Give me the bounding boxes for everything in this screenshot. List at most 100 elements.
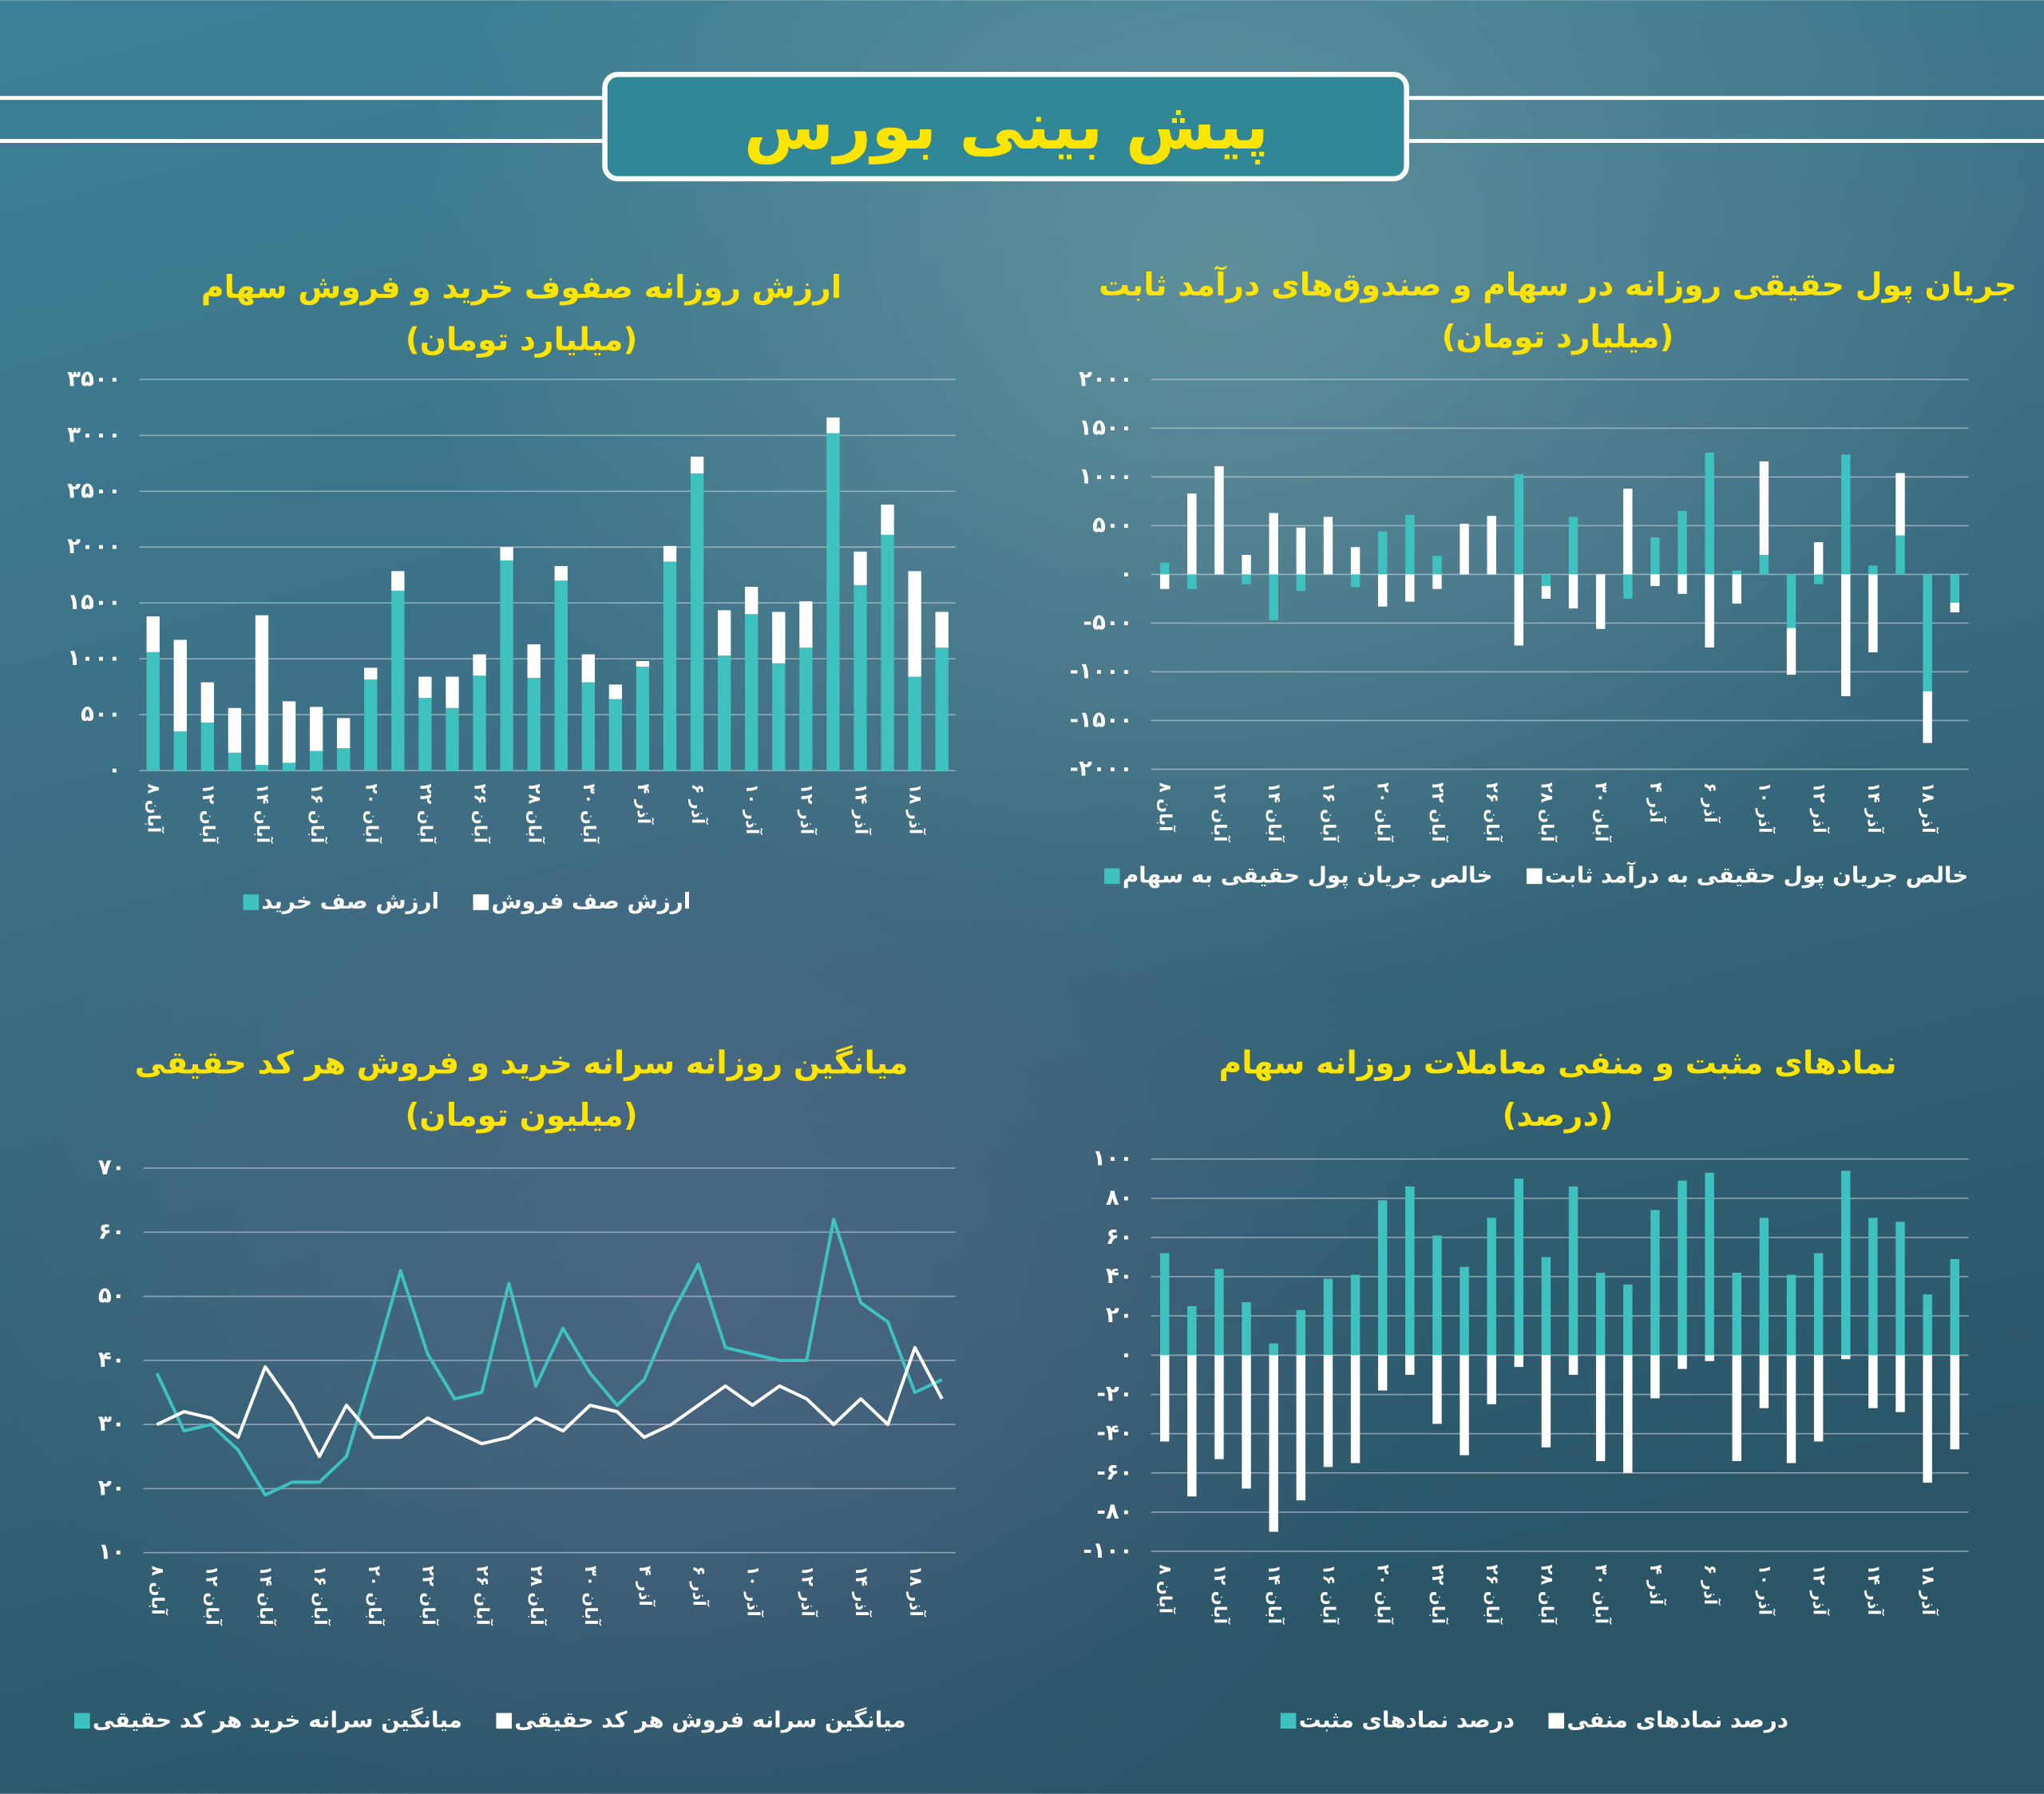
bar (1623, 489, 1633, 575)
bar (1678, 574, 1687, 594)
header-box (602, 72, 1409, 182)
y-tick-label: ۵۰۰ (1092, 511, 1133, 537)
y-tick-label: -۱۵۰۰ (1069, 706, 1132, 732)
bar (608, 684, 623, 699)
legend-swatch (473, 894, 489, 910)
legend-swatch (73, 1713, 90, 1729)
bar (1759, 461, 1769, 556)
bar (1405, 1186, 1415, 1356)
y-tick-label: ۱۵۰۰ (1079, 414, 1133, 440)
bar (1732, 1355, 1741, 1462)
x-tick-label: ۱۲ آبان (1210, 782, 1231, 842)
chart-subtitle: (میلیون تومان) (405, 1098, 637, 1134)
bar (1813, 574, 1824, 584)
bar (1841, 454, 1851, 575)
legend-label: خالص جریان پول حقیقی به سهام (1123, 861, 1493, 888)
x-tick-label: ۴ آذر (1646, 1564, 1667, 1605)
x-tick-label: ۱۰ آذر (1754, 782, 1776, 834)
x-tick-label: ۲۸ آبان (525, 783, 546, 843)
bar (881, 505, 894, 535)
x-tick-label: ۴ آذر (633, 783, 655, 824)
bar (1732, 574, 1741, 604)
x-tick-label: ۱۲ آذر (797, 1566, 818, 1617)
legend-swatch (1103, 868, 1120, 885)
x-tick-label: ۱۲ آذر (1809, 1564, 1831, 1615)
legend-label: ارزش صف خرید (261, 888, 439, 914)
bar (418, 676, 432, 699)
bar (1950, 1258, 1959, 1356)
chart-title: ارزش روزانه صفوف خرید و فروش سهام (201, 270, 842, 306)
bar (772, 663, 786, 771)
bar (690, 456, 704, 473)
x-tick-label: ۲۰ آبان (361, 783, 382, 843)
x-tick-label: ۲۲ آبان (415, 783, 437, 843)
y-tick-label: ۲۰۰۰ (1079, 365, 1133, 391)
legend-label: میانگین سرانه فروش هر کد حقیقی (514, 1706, 905, 1733)
x-tick-label: ۱۶ آبان (307, 783, 328, 843)
chart-title: نمادهای مثبت و منفی معاملات روزانه سهام (1218, 1046, 1896, 1082)
bar (1813, 1253, 1824, 1356)
bar (1678, 1180, 1687, 1356)
bar (1895, 535, 1905, 575)
bar (1786, 574, 1796, 628)
x-tick-label: ۳۰ آبان (1591, 782, 1613, 842)
bar (1568, 1186, 1579, 1356)
bar (1895, 1222, 1905, 1356)
bar (1323, 517, 1333, 575)
bar (1296, 574, 1306, 592)
y-tick-label: ۴۰ (98, 1346, 125, 1372)
bar (1813, 1355, 1824, 1442)
bar (1650, 1210, 1660, 1356)
bar (1487, 516, 1496, 575)
y-tick-label: -۱۰۰ (1083, 1537, 1132, 1563)
bar (1841, 1355, 1851, 1360)
y-tick-label: ۲۰۰۰ (67, 533, 121, 559)
legend-label: ارزش صف فروش (491, 888, 691, 914)
x-tick-label: ۶ آذر (689, 1566, 711, 1606)
y-tick-label: -۶۰ (1096, 1459, 1132, 1485)
bar (1296, 1355, 1306, 1501)
x-tick-label: ۲۰ آبان (364, 1566, 386, 1626)
bar (854, 584, 867, 771)
bar (772, 612, 786, 663)
bar (473, 675, 486, 771)
x-tick-label: ۱۲ آبان (201, 1566, 223, 1626)
bar (690, 473, 704, 771)
bar (391, 590, 405, 771)
bar (1487, 1218, 1496, 1356)
bar (1187, 574, 1197, 589)
bar (717, 610, 731, 655)
bar (1650, 574, 1660, 587)
bar (1923, 1355, 1932, 1483)
legend-label: درصد نمادهای منفی (1567, 1706, 1788, 1733)
bar (391, 571, 405, 591)
x-tick-label: ۱۴ آبان (256, 1566, 277, 1626)
bar (1595, 574, 1606, 629)
bar (636, 660, 650, 667)
bar (1269, 1355, 1278, 1532)
bar (1269, 513, 1278, 575)
x-tick-label: ۶ آذر (687, 783, 709, 824)
bar (1623, 1284, 1633, 1356)
bar (1432, 556, 1442, 575)
bar (799, 601, 813, 648)
x-tick-label: ۱۲ آبان (1210, 1564, 1231, 1624)
y-tick-label: -۲۰ (1096, 1380, 1132, 1407)
y-tick-label: ۴۰ (1106, 1262, 1133, 1289)
legend-swatch (243, 894, 259, 910)
bar (1541, 1355, 1551, 1447)
bar (1841, 1170, 1851, 1356)
x-tick-label: ۲۲ آبان (1428, 782, 1449, 842)
bar (1214, 465, 1224, 575)
bar (1541, 1257, 1551, 1356)
bar (446, 676, 459, 708)
bar (1159, 1355, 1170, 1442)
y-tick-label: -۱۰۰۰ (1069, 657, 1132, 683)
bar (1732, 1273, 1741, 1356)
bar (1242, 1355, 1251, 1489)
x-tick-label: ۸ آبان (144, 783, 165, 833)
bar (1950, 1355, 1959, 1450)
x-tick-label: ۱۸ آذر (1918, 782, 1939, 834)
